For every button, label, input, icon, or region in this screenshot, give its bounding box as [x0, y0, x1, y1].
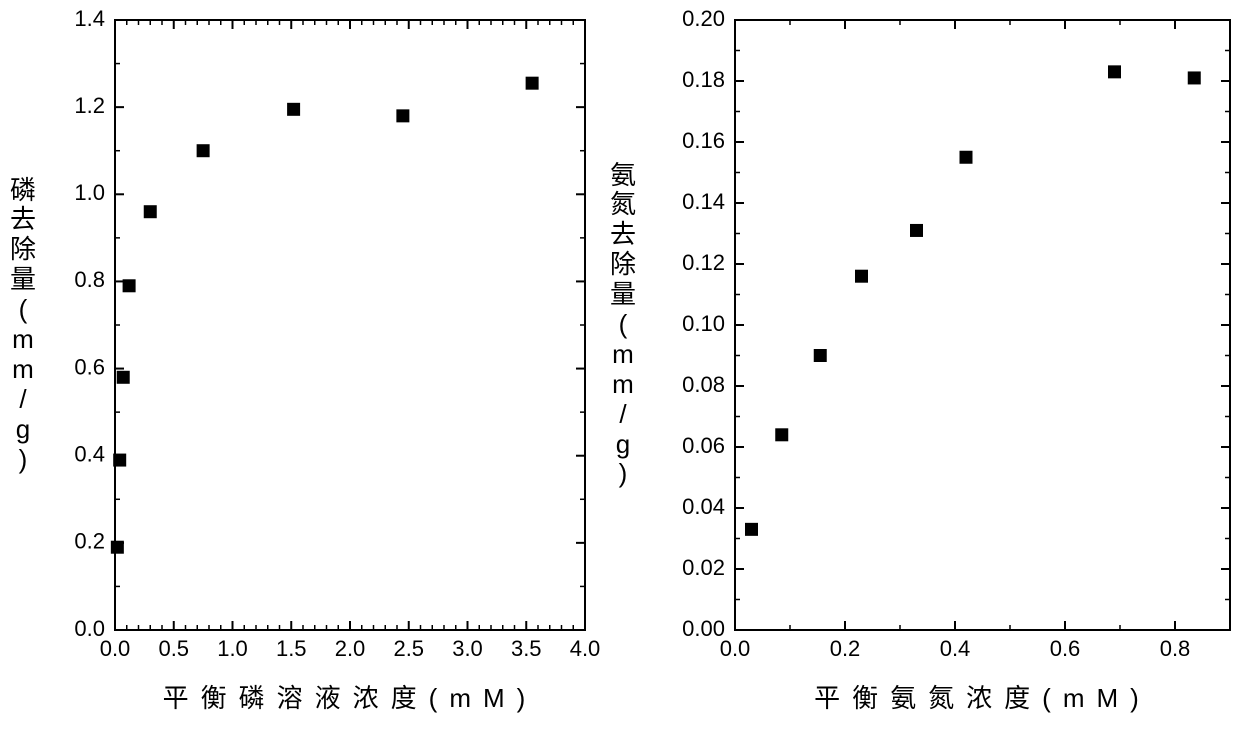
left-y-tick-label: 1.2	[74, 93, 105, 118]
left-panel: 0.00.51.01.52.02.53.03.54.00.00.20.40.60…	[0, 0, 600, 735]
left-x-tick-label: 2.5	[393, 636, 424, 661]
left-y-axis-title: 磷去除量(mm/g)	[10, 176, 36, 475]
right-data-marker	[1188, 72, 1200, 84]
figure-container: 0.00.51.01.52.02.53.03.54.00.00.20.40.60…	[0, 0, 1240, 735]
right-y-tick-label: 0.04	[682, 494, 725, 519]
left-y-tick-label: 0.4	[74, 442, 105, 467]
left-data-marker	[123, 280, 135, 292]
right-panel: 0.00.20.40.60.80.000.020.040.060.080.100…	[600, 0, 1240, 735]
left-data-marker	[117, 371, 129, 383]
right-data-marker	[1109, 66, 1121, 78]
left-data-marker	[526, 77, 538, 89]
left-chart-svg: 0.00.51.01.52.02.53.03.54.00.00.20.40.60…	[0, 0, 600, 735]
right-data-marker	[776, 429, 788, 441]
left-x-tick-label: 4.0	[570, 636, 600, 661]
left-x-tick-label: 2.0	[335, 636, 366, 661]
left-data-marker	[197, 145, 209, 157]
right-y-tick-label: 0.10	[682, 311, 725, 336]
right-y-tick-label: 0.12	[682, 250, 725, 275]
right-data-marker	[960, 151, 972, 163]
right-data-marker	[856, 270, 868, 282]
right-plot-frame	[735, 20, 1230, 630]
right-data-marker	[911, 224, 923, 236]
right-x-tick-label: 0.2	[830, 636, 861, 661]
left-plot-frame	[115, 20, 585, 630]
left-y-tick-label: 1.4	[74, 6, 105, 31]
right-y-tick-label: 0.06	[682, 433, 725, 458]
left-y-tick-label: 0.2	[74, 529, 105, 554]
left-data-marker	[111, 541, 123, 553]
right-y-tick-label: 0.00	[682, 616, 725, 641]
left-data-marker	[397, 110, 409, 122]
right-x-tick-label: 0.4	[940, 636, 971, 661]
right-x-tick-label: 0.8	[1160, 636, 1191, 661]
left-y-tick-label: 0.8	[74, 267, 105, 292]
right-y-tick-label: 0.08	[682, 372, 725, 397]
left-x-tick-label: 3.0	[452, 636, 483, 661]
right-data-marker	[814, 350, 826, 362]
right-x-axis-title: 平衡氨氮浓度(mM)	[814, 678, 1151, 715]
right-y-tick-label: 0.14	[682, 189, 725, 214]
left-x-tick-label: 1.0	[217, 636, 248, 661]
right-chart-svg: 0.00.20.40.60.80.000.020.040.060.080.100…	[600, 0, 1240, 735]
left-y-tick-label: 0.6	[74, 354, 105, 379]
left-data-marker	[114, 454, 126, 466]
right-y-axis-title: 氨氮去除量(mm/g)	[610, 161, 636, 490]
right-y-tick-label: 0.02	[682, 555, 725, 580]
left-data-marker	[288, 103, 300, 115]
left-x-tick-label: 0.5	[158, 636, 189, 661]
left-x-tick-label: 3.5	[511, 636, 542, 661]
left-x-tick-label: 1.5	[276, 636, 307, 661]
left-x-axis-title: 平衡磷溶液浓度(mM)	[163, 678, 538, 715]
right-x-tick-label: 0.6	[1050, 636, 1081, 661]
right-y-tick-label: 0.20	[682, 6, 725, 31]
left-data-marker	[144, 206, 156, 218]
left-y-tick-label: 1.0	[74, 180, 105, 205]
left-y-tick-label: 0.0	[74, 616, 105, 641]
right-data-marker	[746, 523, 758, 535]
right-y-tick-label: 0.16	[682, 128, 725, 153]
right-y-tick-label: 0.18	[682, 67, 725, 92]
